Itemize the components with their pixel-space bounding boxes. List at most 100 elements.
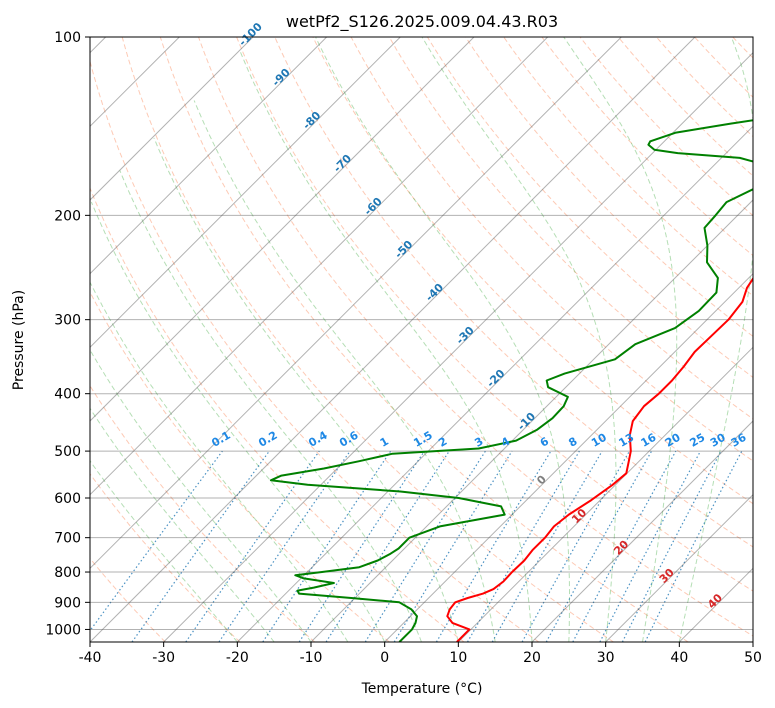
isotherm-label: 20 (611, 538, 631, 558)
moist-adiabat (90, 201, 386, 642)
isotherm (90, 37, 254, 201)
dry-adiabat (90, 291, 390, 642)
mixing-ratio-line (131, 450, 270, 642)
x-tick-label: 30 (597, 650, 615, 666)
y-tick-label: 900 (54, 595, 81, 611)
grid-lines (90, 37, 753, 642)
y-tick-label: 100 (54, 30, 81, 46)
isotherm-label: -20 (484, 367, 507, 390)
isotherm (605, 493, 753, 642)
y-axis-label: Pressure (hPa) (11, 290, 27, 390)
background-lines (90, 37, 775, 642)
x-tick-label: -20 (226, 650, 249, 666)
mixing-ratio-line (572, 450, 677, 642)
isotherm (90, 37, 549, 496)
dry-adiabat (90, 472, 241, 642)
isotherm-label: -100 (236, 20, 265, 49)
y-tick-label: 600 (54, 491, 81, 507)
dry-adiabat (350, 37, 753, 462)
isotherm (236, 125, 753, 642)
isotherm (752, 641, 753, 642)
y-tick-label: 300 (54, 313, 81, 329)
dry-adiabat (159, 37, 689, 642)
x-tick-label: 0 (380, 650, 389, 666)
x-tick-label: -40 (79, 650, 102, 666)
dry-adiabat (503, 37, 753, 297)
moist-adiabat (239, 51, 533, 642)
line-labels: 0.1 0.2 0.4 0.6 1 1.5 2 3 4 6 8 10 13 16 20 25 30 36-100-… (209, 20, 748, 611)
isotherm (457, 346, 753, 642)
mixing-ratio-label: 25 (688, 431, 708, 450)
dry-adiabat (388, 37, 753, 420)
temperature-line (446, 276, 753, 642)
moist-adiabat (119, 170, 422, 642)
mixing-ratio-label: 36 (729, 431, 749, 450)
dry-adiabat (732, 37, 753, 59)
mixing-ratio-label: 6 (538, 434, 551, 449)
mixing-ratio-line (644, 450, 743, 642)
moist-adiabat (153, 137, 459, 642)
mixing-ratio-label: 13 (616, 431, 636, 450)
moist-adiabat (193, 100, 496, 642)
isotherm-label: -60 (362, 195, 385, 218)
isotherm-label: -30 (454, 324, 477, 347)
x-tick-label: -30 (152, 650, 175, 666)
isotherm-label: -10 (515, 410, 538, 433)
y-tick-label: 700 (54, 531, 81, 547)
isotherm-label: -80 (300, 109, 323, 132)
mixing-ratio-label: 0.1 (209, 429, 232, 450)
x-tick-label: 50 (744, 650, 762, 666)
chart-title: wetPf2_S126.2025.009.04.43.R03 (286, 12, 558, 32)
mixing-ratio-line (90, 450, 223, 632)
mixing-ratio-label: 30 (708, 431, 728, 450)
mixing-ratio-label: 1 (378, 435, 391, 450)
dry-adiabat (274, 37, 753, 548)
mixing-ratio-label: 10 (589, 431, 609, 450)
moist-adiabat (563, 37, 678, 642)
isotherm-label: -70 (331, 152, 354, 175)
moist-adiabat (678, 37, 753, 642)
dry-adiabat (90, 557, 166, 642)
mixing-ratio-line (521, 450, 631, 642)
isotherm (90, 37, 401, 349)
mixing-ratio-line (435, 450, 552, 642)
isotherm (90, 37, 328, 275)
y-tick-label: 400 (54, 387, 81, 403)
isotherm (531, 420, 753, 642)
dry-adiabat (90, 186, 465, 642)
isotherm-label: 30 (657, 566, 677, 586)
axis-ticks: -40 -30 -20 -10 0 10 20 30 40 5010020030040050060… (45, 30, 762, 666)
dry-adiabat (771, 37, 775, 642)
x-tick-label: 10 (449, 650, 467, 666)
mixing-ratio-label: 0.4 (306, 429, 330, 450)
y-tick-label: 200 (54, 208, 81, 224)
x-tick-label: -10 (300, 650, 323, 666)
dry-adiabat (236, 37, 753, 592)
mixing-ratio-line (393, 450, 513, 642)
x-axis-label: Temperature (°C) (361, 681, 483, 697)
dry-adiabat (426, 37, 753, 379)
mixing-ratio-line (545, 450, 653, 642)
isotherm-label: -50 (392, 238, 415, 261)
isotherm (90, 37, 475, 422)
moist-adiabat (90, 407, 275, 642)
mixing-ratio-line (325, 450, 450, 642)
moist-adiabat (421, 37, 617, 642)
isotherm (384, 272, 753, 642)
plot-frame (89, 36, 754, 643)
mixing-ratio-line (298, 450, 425, 642)
moist-adiabat (90, 349, 312, 642)
mixing-ratio-label: 8 (566, 435, 579, 450)
mixing-ratio-line (185, 450, 320, 642)
mixing-ratio-line (364, 450, 486, 642)
dry-adiabat (90, 384, 316, 642)
dry-adiabat (121, 37, 614, 642)
isotherm (90, 37, 622, 570)
isotherm-label: -40 (423, 281, 446, 304)
mixing-ratio-label: 20 (663, 431, 683, 450)
isotherm (90, 37, 696, 642)
dry-adiabat (541, 37, 753, 257)
x-tick-label: 20 (523, 650, 541, 666)
isotherm (678, 567, 753, 642)
